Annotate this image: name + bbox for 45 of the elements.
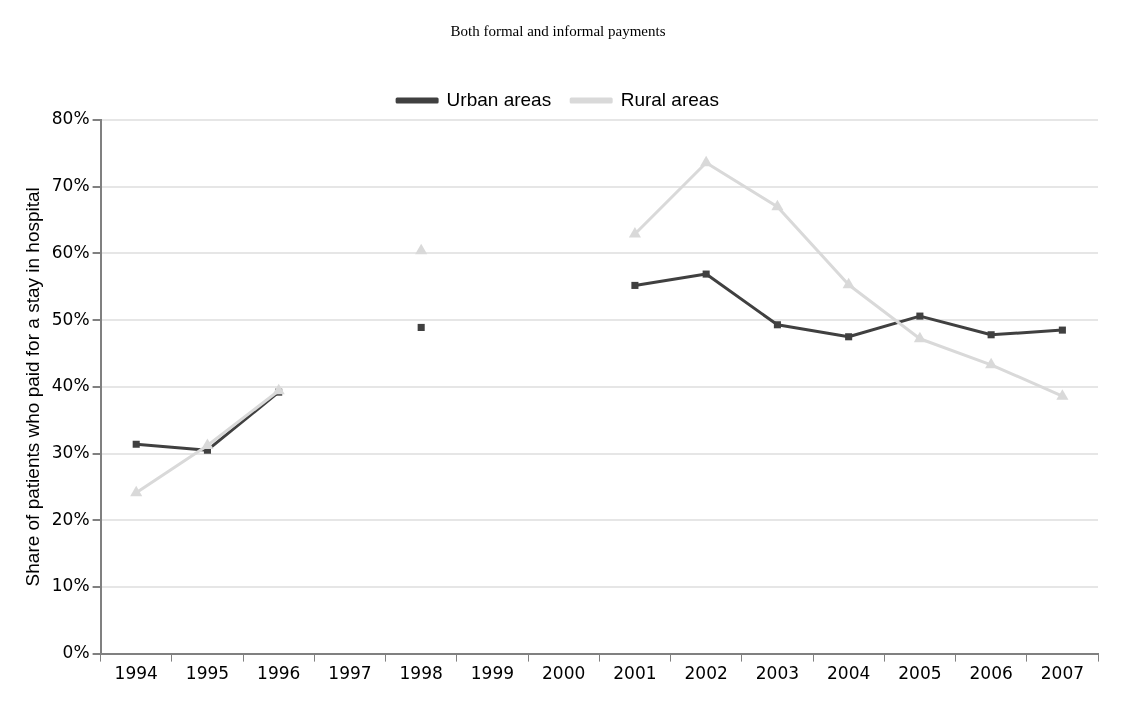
y-axis-title: Share of patients who paid for a stay in hospital	[21, 187, 43, 587]
y-tick-label: 20%	[51, 508, 90, 529]
legend-label: Rural areas	[620, 88, 719, 110]
point	[845, 333, 853, 341]
x-tick-label: 1999	[470, 663, 515, 684]
point	[631, 281, 639, 289]
y-tick-label: 70%	[51, 175, 90, 196]
y-tick-label: 0%	[62, 642, 90, 663]
point	[201, 438, 214, 449]
point	[415, 243, 428, 255]
x-tick-label: 1997	[328, 663, 372, 684]
x-tick-label: 1994	[114, 663, 158, 684]
chart-title: Both formal and informal payments	[450, 22, 666, 39]
legend-label: Urban areas	[446, 88, 552, 110]
point	[702, 270, 710, 278]
x-tick-label: 1995	[185, 663, 230, 684]
point	[987, 331, 995, 339]
x-tick-label: 2000	[542, 663, 586, 684]
x-tick-label: 2007	[1040, 663, 1085, 684]
point	[132, 440, 140, 448]
y-tick-label: 60%	[51, 241, 90, 262]
x-tick-label: 2001	[613, 663, 657, 684]
y-tick-label: 30%	[51, 441, 90, 462]
x-tick-label: 2006	[969, 663, 1013, 684]
point	[1058, 326, 1066, 334]
point	[771, 199, 784, 211]
point	[628, 227, 641, 238]
x-tick-label: 2002	[684, 663, 728, 684]
point	[773, 321, 781, 329]
x-tick-label: 2003	[755, 663, 800, 684]
point	[1056, 389, 1069, 400]
x-tick-label: 1998	[399, 663, 443, 684]
point	[272, 383, 285, 395]
x-tick-label: 1996	[257, 663, 301, 684]
point	[913, 331, 926, 343]
point	[842, 277, 855, 289]
x-tick-label: 2005	[898, 663, 942, 684]
y-tick-label: 10%	[51, 575, 90, 596]
point	[916, 312, 924, 320]
y-tick-label: 80%	[51, 108, 90, 129]
point	[130, 485, 143, 497]
y-tick-label: 50%	[51, 308, 90, 329]
point	[417, 323, 425, 331]
x-tick-label: 2004	[827, 663, 871, 684]
y-tick-label: 40%	[51, 375, 90, 396]
